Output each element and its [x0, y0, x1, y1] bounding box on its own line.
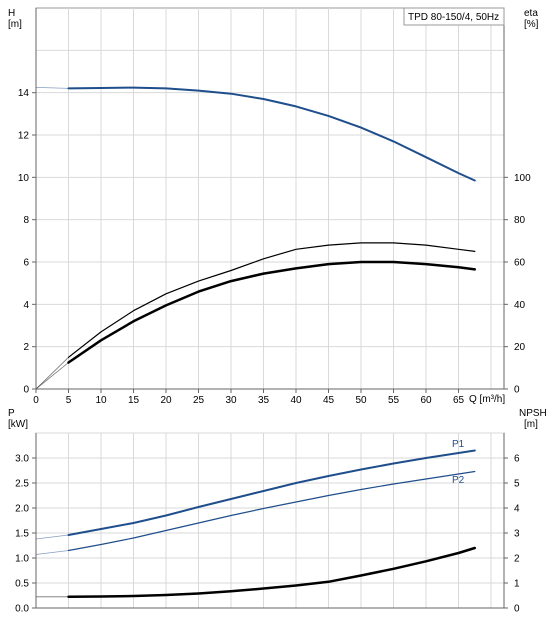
power-axis-unit: [kW] — [8, 419, 28, 430]
x-tick-label: 20 — [160, 395, 172, 406]
head-efficiency-panel: 0 5 10 15 20 25 30 35 40 45 50 55 60 65 0 2 4 6 8 10 12 14 0… — [8, 7, 539, 406]
q-axis-ticks: 0 5 10 15 20 25 30 35 40 45 50 55 60 65 — [33, 389, 464, 406]
eta-axis-ticks: 0 20 40 60 80 100 — [504, 173, 531, 396]
right-tick-label: 0 — [514, 604, 520, 615]
curve-series-1 — [67, 470, 476, 552]
right-tick-label: 6 — [514, 454, 520, 465]
head-axis-unit: [m] — [8, 19, 22, 30]
left-tick-label: 0 — [23, 385, 29, 396]
x-tick-label: 65 — [453, 395, 465, 406]
left-tick-label: 1.5 — [15, 529, 29, 540]
right-tick-label: 5 — [514, 479, 520, 490]
curve-extension — [35, 87, 69, 89]
left-tick-label: 0.0 — [15, 604, 29, 615]
x-tick-label: 25 — [193, 395, 205, 406]
right-tick-label: 0 — [514, 385, 520, 396]
curve-extension — [35, 357, 69, 390]
left-tick-label: 0.5 — [15, 579, 29, 590]
x-tick-label: 30 — [225, 395, 237, 406]
left-tick-label: 2.5 — [15, 479, 29, 490]
head-plot-area — [35, 7, 505, 390]
x-tick-label: 0 — [33, 395, 39, 406]
right-tick-label: 4 — [514, 504, 520, 515]
right-tick-label: 40 — [514, 300, 526, 311]
chart-title: TPD 80-150/4, 50Hz — [408, 12, 499, 23]
head-axis-ticks: 0 2 4 6 8 10 12 14 — [18, 88, 36, 396]
x-tick-label: 45 — [323, 395, 335, 406]
right-tick-label: 2 — [514, 554, 520, 565]
power-axis-ticks: 0.0 0.5 1.0 1.5 2.0 2.5 3.0 — [15, 454, 36, 615]
curve-series-0 — [67, 86, 476, 182]
x-tick-label: 10 — [95, 395, 107, 406]
right-tick-label: 60 — [514, 258, 526, 269]
x-tick-label: 40 — [290, 395, 302, 406]
left-tick-label: 14 — [18, 88, 30, 99]
power-npsh-panel: 0.0 0.5 1.0 1.5 2.0 2.5 3.0 0 1 2 3 4 5 6 P [kW] NPS… — [8, 408, 547, 615]
head-axis-name: H — [8, 8, 15, 19]
right-tick-label: 20 — [514, 342, 526, 353]
x-tick-label: 55 — [388, 395, 400, 406]
curve-extension — [35, 362, 69, 390]
right-tick-label: 1 — [514, 579, 520, 590]
curve-series-0 — [67, 449, 476, 536]
x-tick-label: 35 — [258, 395, 270, 406]
left-tick-label: 8 — [23, 215, 29, 226]
curve-extension — [35, 534, 69, 540]
right-tick-label: 80 — [514, 215, 526, 226]
series-label-p2: P2 — [452, 475, 465, 486]
x-tick-label: 60 — [420, 395, 432, 406]
left-tick-label: 3.0 — [15, 454, 29, 465]
right-tick-label: 3 — [514, 529, 520, 540]
npsh-axis-ticks: 0 1 2 3 4 5 6 — [504, 454, 520, 615]
left-tick-label: 10 — [18, 173, 30, 184]
eta-axis-unit: [%] — [524, 19, 539, 30]
series-label-p1: P1 — [452, 439, 465, 450]
head-curves — [35, 86, 477, 390]
npsh-axis-unit: [m] — [524, 419, 538, 430]
curve-series-2 — [67, 260, 477, 364]
left-tick-label: 2.0 — [15, 504, 29, 515]
left-tick-label: 2 — [23, 342, 29, 353]
npsh-axis-name: NPSH — [519, 408, 547, 419]
left-tick-label: 12 — [18, 131, 30, 142]
power-plot-area — [35, 432, 505, 609]
eta-axis-name: eta — [524, 8, 538, 19]
left-tick-label: 6 — [23, 258, 29, 269]
curve-extension — [35, 550, 69, 555]
curve-series-1 — [67, 242, 476, 358]
curve-series-2 — [67, 546, 477, 599]
power-axis-name: P — [8, 408, 15, 419]
head-gridlines — [36, 8, 504, 389]
title-box — [403, 7, 505, 26]
q-axis-label: Q [m³/h] — [469, 394, 505, 405]
power-curves — [35, 449, 477, 599]
left-tick-label: 1.0 — [15, 554, 29, 565]
right-tick-label: 100 — [514, 173, 531, 184]
x-tick-label: 5 — [66, 395, 72, 406]
left-tick-label: 4 — [23, 300, 29, 311]
x-tick-label: 15 — [128, 395, 140, 406]
x-tick-label: 50 — [355, 395, 367, 406]
